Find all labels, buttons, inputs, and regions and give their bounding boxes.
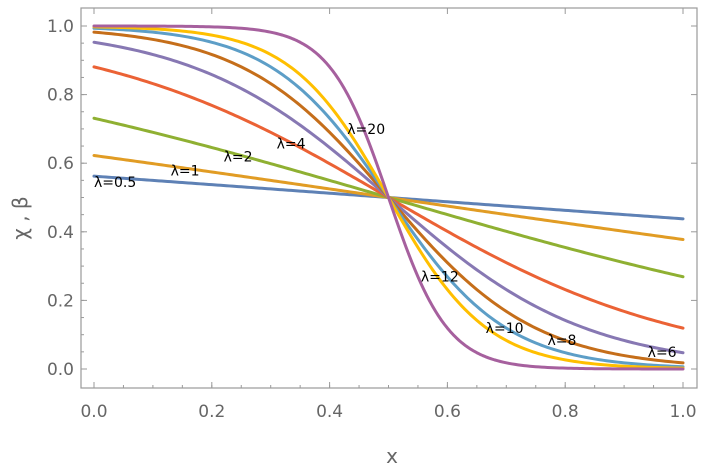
series-label: λ=2 <box>224 149 253 165</box>
series-line <box>92 24 685 371</box>
x-tick-label: 1.0 <box>669 402 696 422</box>
series-label: λ=0.5 <box>94 175 136 191</box>
x-tick-label: 0.6 <box>434 402 461 422</box>
series-labels: λ=0.5 λ=1 λ=2 λ=4 λ=6 λ=8 λ=10 λ=12 λ=20 <box>94 122 677 361</box>
y-tick-label: 0.6 <box>47 154 74 174</box>
x-tick-label: 0.2 <box>198 402 225 422</box>
y-tick-label: 0.4 <box>47 223 74 243</box>
y-axis-title: χ , β <box>8 196 32 239</box>
series-label: λ=4 <box>277 136 306 152</box>
x-axis-title: x <box>386 444 398 466</box>
x-tick-label: 0.0 <box>80 402 107 422</box>
series-label: λ=10 <box>486 321 524 337</box>
y-tick-label: 0.2 <box>47 291 74 311</box>
y-axis: 0.0 0.2 0.4 0.6 0.8 1.0 <box>47 17 697 380</box>
series-label: λ=12 <box>421 269 459 285</box>
x-tick-label: 0.8 <box>552 402 579 422</box>
series-label: λ=20 <box>347 122 385 138</box>
y-tick-label: 1.0 <box>47 17 74 37</box>
series-label: λ=6 <box>648 345 677 361</box>
series-label: λ=8 <box>548 333 577 349</box>
x-axis: 0.0 0.2 0.4 0.6 0.8 1.0 <box>80 8 697 422</box>
y-tick-label: 0.0 <box>47 360 74 380</box>
series-lines <box>92 24 685 371</box>
y-tick-label: 0.8 <box>47 86 74 106</box>
series-label: λ=1 <box>171 164 200 180</box>
x-tick-label: 0.4 <box>316 402 343 422</box>
